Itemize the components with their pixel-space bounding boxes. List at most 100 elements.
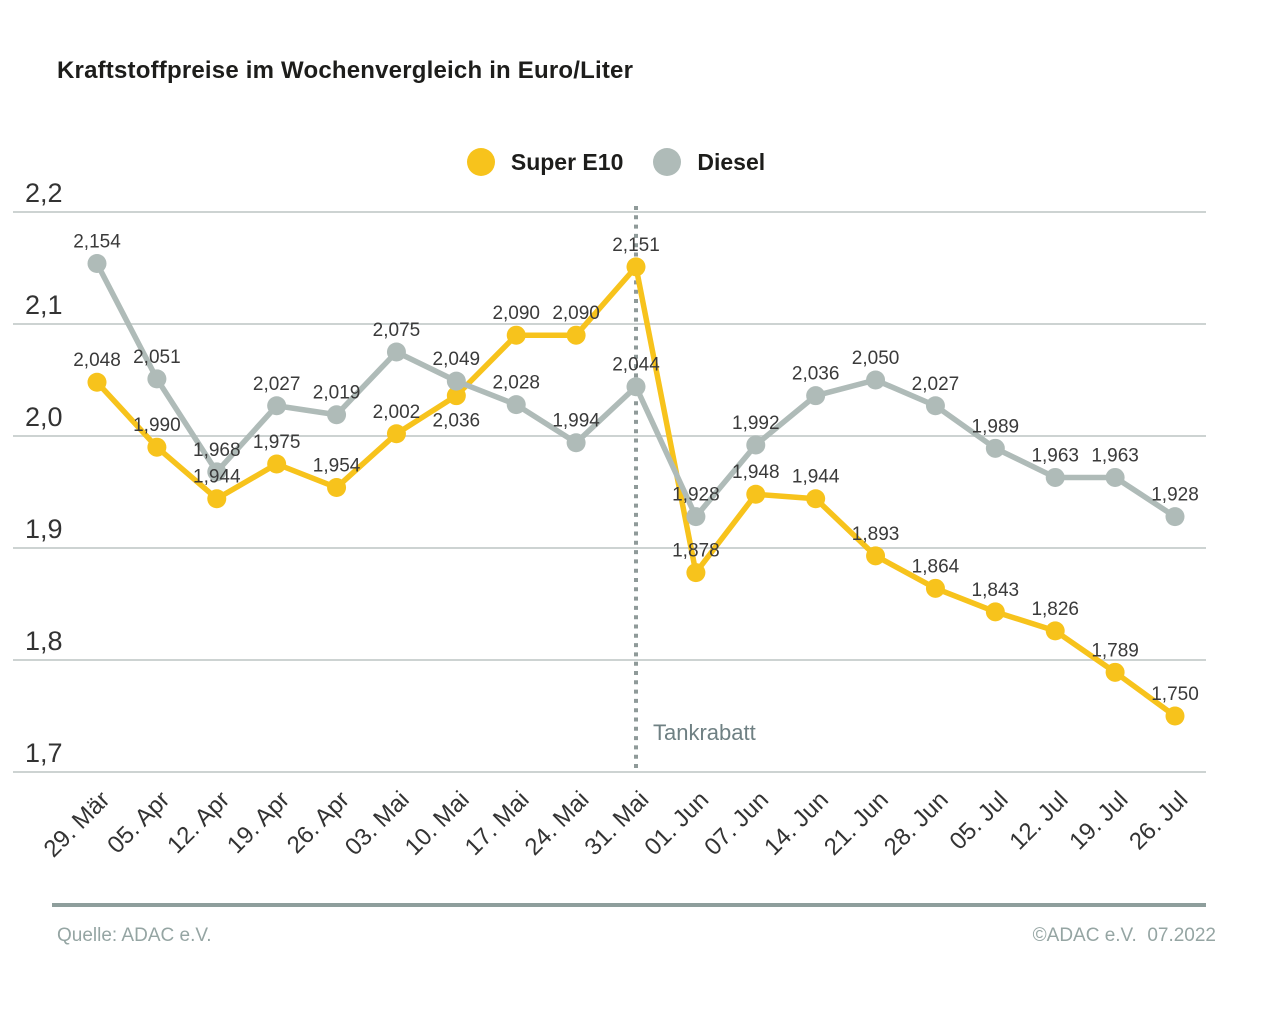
- x-tick-label: 31. Mai: [579, 786, 654, 861]
- data-point-diesel: [1045, 467, 1065, 487]
- data-label-diesel: 2,027: [912, 374, 960, 395]
- data-label-super-e10: 1,990: [133, 415, 181, 436]
- data-point-super-e10: [267, 454, 287, 474]
- data-point-super-e10: [386, 424, 406, 444]
- y-tick-label: 2,0: [25, 402, 63, 432]
- data-point-diesel: [985, 438, 1005, 458]
- legend-item-super-e10: Super E10: [466, 148, 624, 176]
- x-tick-label: 01. Jun: [639, 786, 714, 861]
- data-point-diesel: [1165, 507, 1185, 527]
- data-label-diesel: 2,028: [492, 373, 540, 394]
- data-point-super-e10: [566, 325, 586, 345]
- data-point-diesel: [147, 369, 167, 389]
- chart-title: Kraftstoffpreise im Wochenvergleich in E…: [57, 57, 634, 84]
- data-point-super-e10: [746, 484, 766, 504]
- data-label-diesel: 1,963: [1091, 445, 1139, 466]
- data-point-super-e10: [446, 386, 466, 406]
- data-label-super-e10: 1,948: [732, 462, 780, 483]
- data-label-diesel: 1,928: [1151, 485, 1199, 506]
- data-label-super-e10: 2,002: [373, 402, 421, 423]
- tankrabatt-label: Tankrabatt: [653, 720, 756, 745]
- y-tick-label: 1,8: [25, 626, 63, 656]
- x-tick-label: 26. Apr: [282, 786, 355, 859]
- x-tick-label: 26. Jul: [1124, 786, 1193, 855]
- source-credit: Quelle: ADAC e.V.: [57, 925, 212, 946]
- x-tick-label: 12. Jul: [1004, 786, 1073, 855]
- legend-marker-super-e10-icon: [466, 148, 495, 176]
- data-label-diesel: 1,989: [972, 416, 1020, 437]
- data-point-super-e10: [1165, 706, 1185, 726]
- fuel-price-line-chart: 2,2 2,1 2,0 1,9 1,8 1,7 Tankrabatt 2,048 1,990 1,…: [13, 178, 1206, 863]
- x-tick-label: 12. Apr: [162, 786, 235, 859]
- data-point-super-e10: [327, 478, 347, 498]
- data-point-super-e10: [147, 437, 167, 457]
- data-point-diesel: [267, 396, 287, 416]
- data-point-super-e10: [806, 489, 826, 509]
- data-label-super-e10: 1,843: [972, 580, 1020, 601]
- data-point-diesel: [446, 371, 466, 391]
- x-tick-label: 10. Mai: [400, 786, 475, 861]
- data-label-super-e10: 1,944: [792, 467, 840, 488]
- data-point-super-e10: [686, 563, 706, 583]
- data-label-diesel: 2,051: [133, 347, 181, 368]
- data-point-super-e10: [207, 489, 227, 509]
- data-label-diesel: 2,075: [373, 320, 421, 341]
- footer-divider: [52, 903, 1206, 907]
- data-point-diesel: [626, 377, 646, 397]
- chart-legend: Super E10 Diesel: [0, 148, 1232, 176]
- x-tick-label: 21. Jun: [819, 786, 894, 861]
- data-label-diesel: 2,036: [792, 364, 840, 385]
- data-point-super-e10: [866, 546, 886, 566]
- x-tick-label: 14. Jun: [759, 786, 834, 861]
- data-label-super-e10: 2,151: [612, 235, 660, 256]
- y-tick-label: 1,7: [25, 738, 63, 768]
- series-line-super-e10: [94, 264, 1178, 719]
- data-label-diesel: 2,027: [253, 374, 301, 395]
- data-label-super-e10: 1,789: [1091, 640, 1139, 661]
- data-point-diesel: [686, 507, 706, 527]
- data-label-diesel: 2,049: [433, 349, 481, 370]
- data-label-super-e10: 1,893: [852, 524, 900, 545]
- legend-item-diesel: Diesel: [653, 148, 765, 176]
- data-point-diesel: [207, 462, 227, 482]
- x-tick-label: 29. Mär: [39, 786, 116, 863]
- data-label-diesel: 1,928: [672, 485, 720, 506]
- data-point-super-e10: [925, 578, 945, 598]
- copyright-notice: ©ADAC e.V. 07.2022: [1032, 925, 1216, 946]
- x-tick-label: 19. Jul: [1064, 786, 1133, 855]
- data-label-diesel: 2,044: [612, 355, 660, 376]
- data-point-diesel: [866, 370, 886, 390]
- x-tick-label: 05. Jul: [944, 786, 1013, 855]
- data-label-super-e10: 1,864: [912, 556, 960, 577]
- data-point-diesel: [327, 405, 347, 425]
- y-tick-label: 2,2: [25, 178, 63, 208]
- x-tick-label: 07. Jun: [699, 786, 774, 861]
- data-label-super-e10: 1,826: [1031, 599, 1079, 620]
- x-tick-label: 24. Mai: [520, 786, 595, 861]
- data-label-super-e10: 1,954: [313, 456, 361, 477]
- data-label-super-e10: 1,878: [672, 541, 720, 562]
- x-tick-label: 05. Apr: [102, 786, 175, 859]
- data-point-diesel: [1105, 467, 1125, 487]
- data-label-super-e10: 1,944: [193, 467, 241, 488]
- data-label-diesel: 1,963: [1031, 445, 1079, 466]
- data-label-diesel: 1,994: [552, 411, 600, 432]
- data-point-super-e10: [1105, 662, 1125, 682]
- x-tick-label: 19. Apr: [222, 786, 295, 859]
- data-label-diesel: 1,992: [732, 413, 780, 434]
- data-label-diesel: 2,019: [313, 383, 361, 404]
- data-label-diesel: 2,050: [852, 348, 900, 369]
- x-tick-label: 03. Mai: [340, 786, 415, 861]
- data-label-super-e10: 2,090: [492, 303, 540, 324]
- x-tick-label: 28. Jun: [879, 786, 954, 861]
- data-point-diesel: [925, 396, 945, 416]
- legend-label-diesel: Diesel: [697, 148, 766, 175]
- x-tick-label: 17. Mai: [460, 786, 535, 861]
- y-tick-label: 2,1: [25, 290, 63, 320]
- data-label-super-e10: 2,036: [433, 411, 481, 432]
- legend-label-super-e10: Super E10: [510, 148, 624, 175]
- data-label-super-e10: 1,975: [253, 432, 301, 453]
- data-point-super-e10: [1045, 621, 1065, 641]
- y-tick-label: 1,9: [25, 514, 63, 544]
